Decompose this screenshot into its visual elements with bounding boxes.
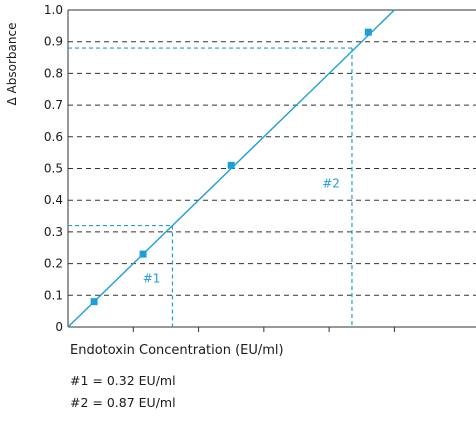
y-axis-label: Δ Absorbance — [5, 23, 19, 106]
y-tick-label: 0.9 — [44, 35, 63, 49]
readout-note-1: #1 = 0.32 EU/ml — [70, 373, 176, 388]
calibration-chart: Δ Absorbance 0 0.1 0.2 0.3 0.4 0.5 0.6 0.7 0.8 0.… — [5, 3, 476, 340]
readout-label: #2 — [322, 177, 340, 191]
y-tick-label: 0.4 — [44, 193, 63, 207]
y-tick-label: 0.3 — [44, 225, 63, 239]
data-point — [227, 161, 235, 169]
x-tick-label: 1.0 — [385, 338, 404, 340]
x-axis-label: Endotoxin Concentration (EU/ml) — [70, 343, 284, 358]
x-tick-label: 0.6 — [254, 338, 273, 340]
x-tick-label: 0.2 — [124, 338, 143, 340]
y-tick-label: 1.0 — [44, 3, 63, 17]
readout-note-2: #2 = 0.87 EU/ml — [70, 395, 176, 410]
x-tick-label: 0.8 — [320, 338, 339, 340]
data-point — [90, 298, 98, 306]
readout-label: #1 — [143, 272, 161, 286]
x-tick-label: 0.4 — [189, 338, 208, 340]
y-tick-label: 0.6 — [44, 130, 63, 144]
y-tick-label: 0.7 — [44, 98, 63, 112]
y-tick-label: 0.8 — [44, 66, 63, 80]
y-tick-label: 0.2 — [44, 257, 63, 271]
y-tick-label: 0.5 — [44, 162, 63, 176]
data-point — [364, 28, 372, 36]
y-tick-label: 0 — [55, 320, 63, 334]
y-tick-label: 0.1 — [44, 288, 63, 302]
data-point — [139, 250, 147, 258]
